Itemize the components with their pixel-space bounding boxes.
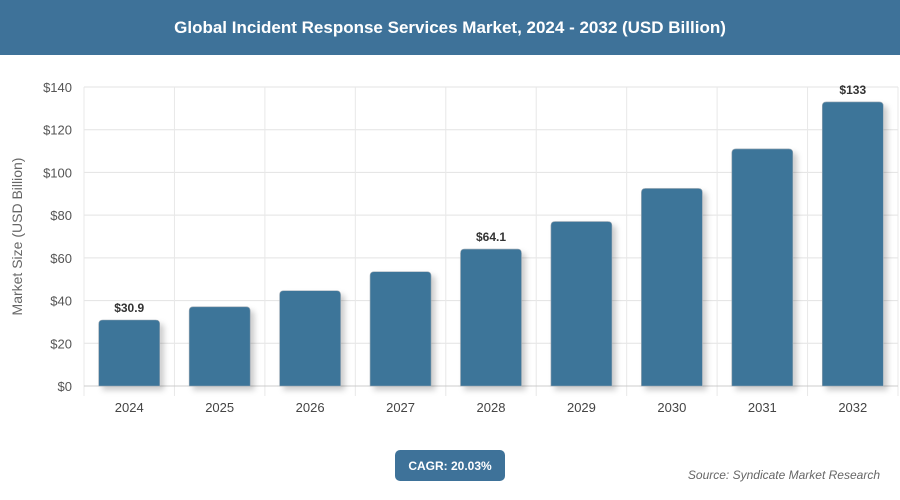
bar-2025 <box>188 306 251 387</box>
y-tick-label: $120 <box>43 123 72 138</box>
y-tick-label: $60 <box>50 251 72 266</box>
source-note: Source: Syndicate Market Research <box>687 468 880 482</box>
cagr-badge: CAGR: 20.03% <box>395 450 505 481</box>
data-label: $64.1 <box>476 230 506 244</box>
x-tick-label: 2026 <box>296 400 325 415</box>
bar-2029 <box>550 221 613 387</box>
bar-chart: $0 $20 $40 $60 $80 $100 $120 $140 Market Size (U… <box>9 80 899 415</box>
bar-2032 <box>821 101 884 387</box>
bar-2024 <box>98 319 161 387</box>
x-tick-label: 2032 <box>838 400 867 415</box>
y-tick-label: $0 <box>58 379 72 394</box>
data-label: $133 <box>839 83 866 97</box>
y-tick-label: $100 <box>43 165 72 180</box>
data-label: $30.9 <box>114 301 144 315</box>
x-tick-label: 2025 <box>205 400 234 415</box>
y-tick-label: $20 <box>50 336 72 351</box>
bar-2027 <box>369 271 432 387</box>
x-tick-label: 2027 <box>386 400 415 415</box>
y-tick-label: $80 <box>50 208 72 223</box>
x-tick-label: 2024 <box>115 400 144 415</box>
bar-2028 <box>460 248 522 387</box>
x-tick-label: 2031 <box>748 400 777 415</box>
y-axis-title: Market Size (USD Billion) <box>9 158 25 316</box>
x-tick-label: 2029 <box>567 400 596 415</box>
chart-title: Global Incident Response Services Market… <box>0 0 900 55</box>
x-tick-label: 2030 <box>657 400 686 415</box>
bar-2026 <box>279 290 341 387</box>
y-tick-label: $40 <box>50 294 72 309</box>
bar-2031 <box>731 148 794 387</box>
y-tick-label: $140 <box>43 80 72 95</box>
bar-2030 <box>641 188 703 387</box>
x-tick-label: 2028 <box>477 400 506 415</box>
